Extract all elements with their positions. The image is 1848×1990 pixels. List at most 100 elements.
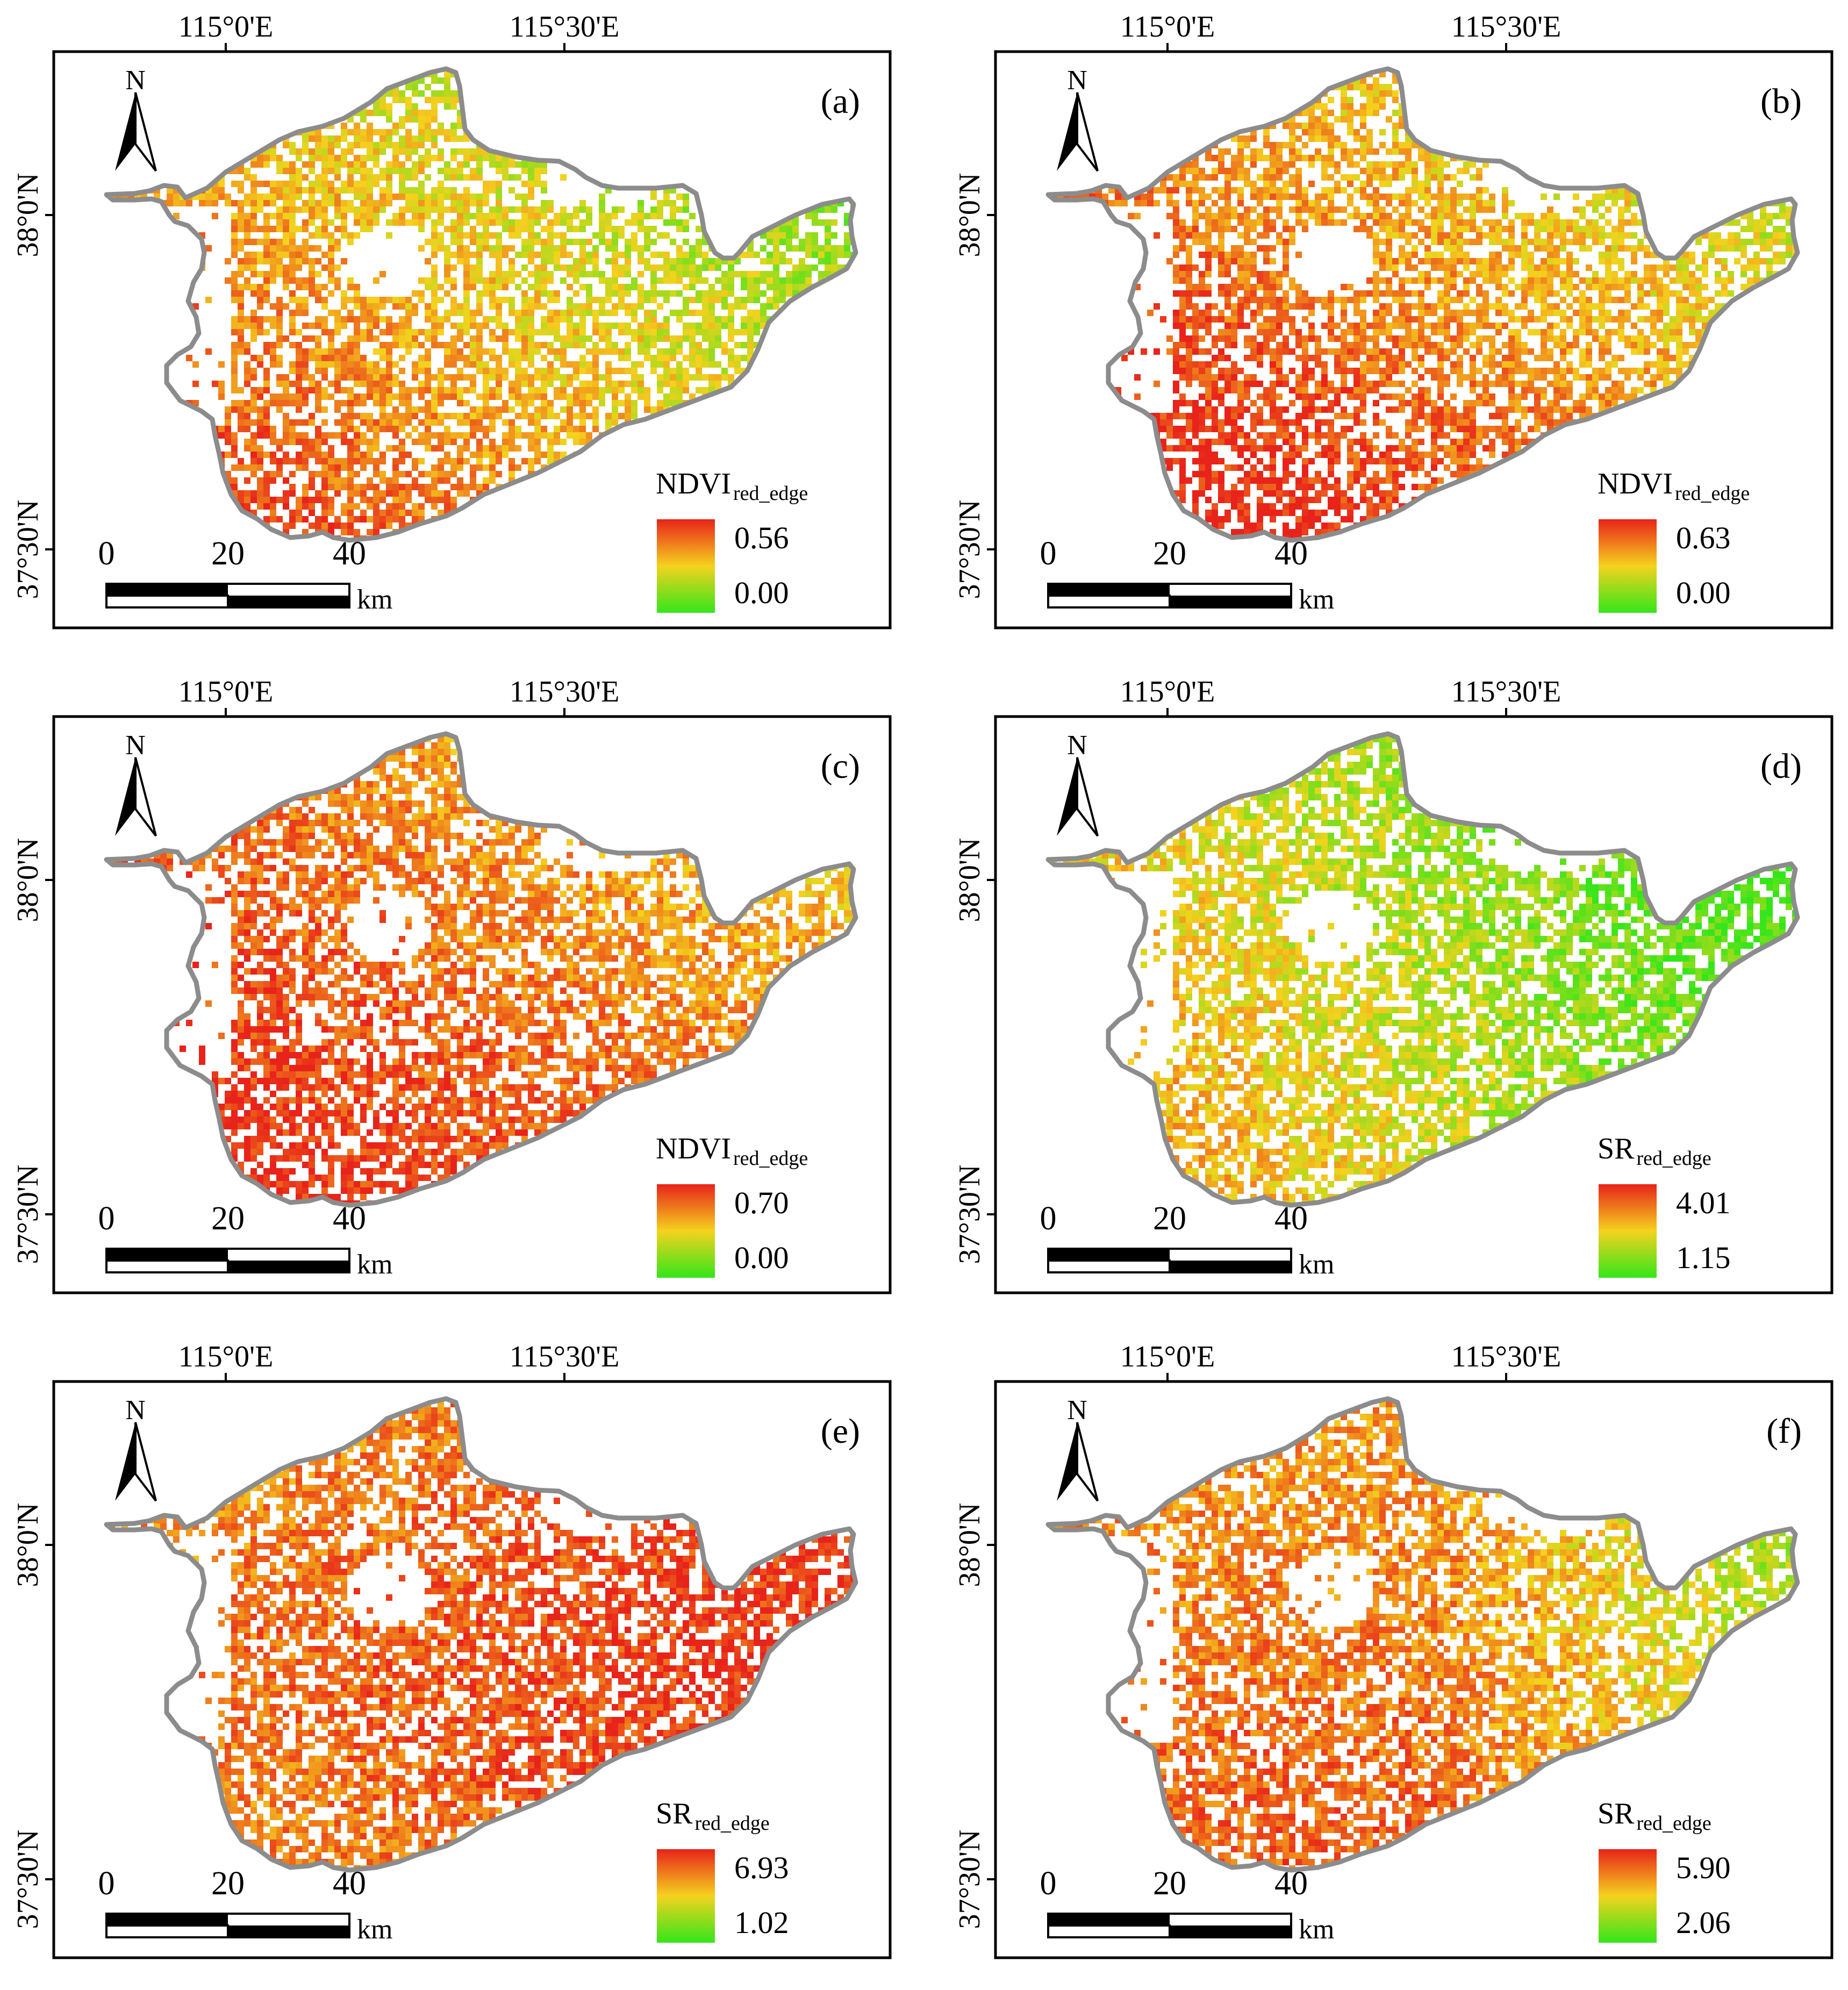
legend-max-value: 5.90	[1676, 1850, 1731, 1885]
scale-bar	[1048, 584, 1291, 607]
legend-index-name: NDVI	[1598, 467, 1673, 500]
scale-tick-label: 20	[211, 1865, 245, 1902]
legend-index-subscript: red_edge	[733, 482, 808, 505]
legend-color-ramp	[657, 1184, 715, 1278]
panel-label: (d)	[1760, 747, 1802, 786]
scale-unit: km	[357, 1914, 392, 1945]
scale-bar	[106, 584, 349, 607]
scale-tick-label: 20	[211, 1200, 245, 1237]
scale-bar	[106, 1914, 349, 1937]
lon-label: 115°30'E	[510, 10, 620, 44]
scale-tick-label: 40	[333, 1200, 366, 1237]
lon-label: 115°30'E	[1451, 10, 1562, 44]
lon-label: 115°0'E	[178, 675, 274, 708]
lat-label: 37°30'N	[11, 1830, 45, 1929]
north-label: N	[1067, 730, 1087, 761]
scale-tick-label: 20	[1153, 1200, 1186, 1237]
lat-label: 37°30'N	[953, 1165, 986, 1264]
north-label: N	[125, 730, 146, 761]
legend-min-value: 0.00	[734, 575, 789, 610]
legend-index-name: SR	[1598, 1132, 1635, 1165]
legend-index-subscript: red_edge	[1675, 482, 1750, 505]
scale-tick-label: 0	[98, 1865, 115, 1902]
legend-index-subscript: red_edge	[733, 1147, 808, 1170]
scale-tick-label: 0	[1040, 1200, 1057, 1237]
legend-max-value: 6.93	[734, 1850, 789, 1885]
lat-label: 38°0'N	[11, 1503, 45, 1587]
legend-max-value: 0.63	[1676, 520, 1731, 555]
legend-color-ramp	[657, 519, 715, 613]
lat-label: 37°30'N	[11, 1165, 45, 1264]
legend-min-value: 1.02	[734, 1905, 789, 1940]
legend-min-value: 2.06	[1676, 1905, 1731, 1940]
scale-tick-label: 20	[1153, 535, 1186, 572]
lon-label: 115°0'E	[178, 1340, 274, 1373]
lon-label: 115°30'E	[1451, 675, 1562, 708]
legend-color-ramp	[1599, 1184, 1657, 1278]
lon-label: 115°0'E	[1120, 675, 1215, 708]
panel-label: (b)	[1760, 82, 1802, 121]
lon-label: 115°30'E	[510, 1340, 620, 1373]
lon-label: 115°0'E	[178, 10, 274, 44]
legend-min-value: 0.00	[1676, 575, 1731, 610]
lat-label: 37°30'N	[953, 500, 986, 599]
north-label: N	[125, 65, 146, 96]
scale-tick-label: 20	[1153, 1865, 1186, 1902]
legend-index-subscript: red_edge	[695, 1812, 770, 1835]
panel-label: (e)	[821, 1412, 860, 1451]
map-svg: 115°0'E 115°30'E 38°0'N 37°30'N N (e) 0 20 40 km S…	[0, 1330, 925, 1990]
lon-label: 115°30'E	[510, 675, 620, 708]
scale-unit: km	[1299, 1914, 1334, 1945]
scale-tick-label: 20	[211, 535, 245, 572]
legend-index-name: SR	[1598, 1797, 1635, 1830]
panel-label: (c)	[821, 747, 860, 786]
lon-label: 115°30'E	[1451, 1340, 1562, 1373]
scale-bar	[1048, 1914, 1291, 1937]
legend-min-value: 0.00	[734, 1240, 789, 1275]
scale-tick-label: 0	[98, 535, 115, 572]
legend-index-name: NDVI	[656, 467, 731, 500]
scale-bar	[106, 1249, 349, 1272]
scale-unit: km	[1299, 584, 1334, 615]
scale-tick-label: 40	[1274, 1200, 1308, 1237]
scale-tick-label: 0	[98, 1200, 115, 1237]
north-label: N	[1067, 65, 1087, 96]
scale-tick-label: 40	[333, 535, 366, 572]
lat-label: 38°0'N	[953, 1503, 986, 1587]
legend-index-name: NDVI	[656, 1132, 731, 1165]
legend-max-value: 0.56	[734, 520, 789, 555]
legend-min-value: 1.15	[1676, 1240, 1731, 1275]
lat-label: 37°30'N	[953, 1830, 986, 1929]
scale-bar	[1048, 1249, 1291, 1272]
north-label: N	[125, 1395, 146, 1426]
north-label: N	[1067, 1395, 1087, 1426]
scale-tick-label: 0	[1040, 1865, 1057, 1902]
lat-label: 37°30'N	[11, 500, 45, 599]
legend-color-ramp	[1599, 519, 1657, 613]
legend-max-value: 0.70	[734, 1185, 789, 1220]
scale-tick-label: 40	[1274, 535, 1308, 572]
scale-unit: km	[1299, 1249, 1334, 1280]
scale-unit: km	[357, 1249, 392, 1280]
legend-color-ramp	[657, 1849, 715, 1943]
map-panel-e: 115°0'E 115°30'E 38°0'N 37°30'N N (e) 0 20 40 km S…	[0, 1330, 925, 1990]
scale-unit: km	[357, 584, 392, 615]
panel-label: (a)	[821, 82, 860, 121]
scale-tick-label: 40	[1274, 1865, 1308, 1902]
lon-label: 115°0'E	[1120, 1340, 1215, 1373]
legend-index-subscript: red_edge	[1637, 1147, 1711, 1170]
scale-tick-label: 40	[333, 1865, 366, 1902]
legend-index-name: SR	[656, 1797, 693, 1830]
legend-max-value: 4.01	[1676, 1185, 1731, 1220]
legend-color-ramp	[1599, 1849, 1657, 1943]
